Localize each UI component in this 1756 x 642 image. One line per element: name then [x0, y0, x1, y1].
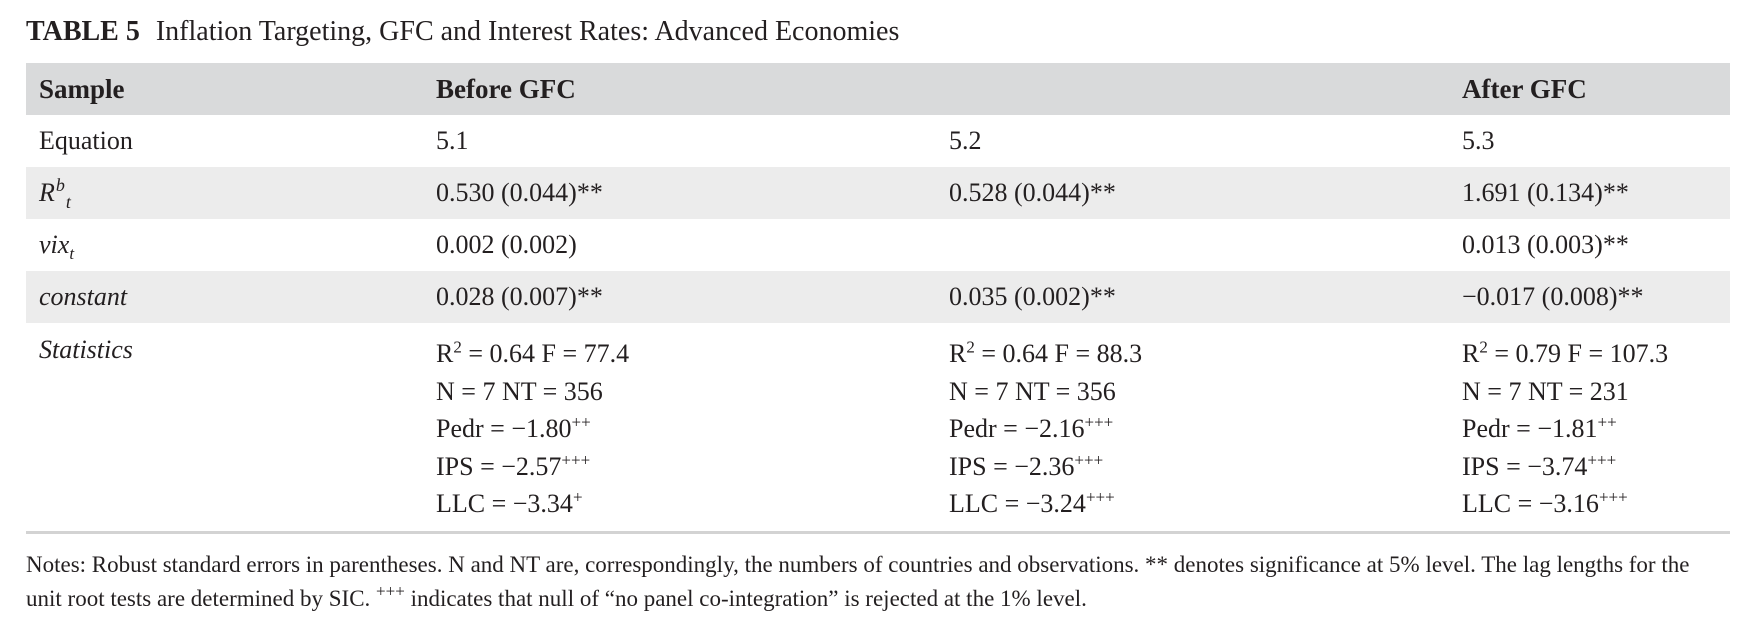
stat-llc: LLC = −3.34+ — [436, 487, 583, 518]
rb-subscript: t — [65, 192, 71, 212]
rb-superscript: b — [55, 175, 65, 195]
cell-equation-5-1: 5.1 — [436, 126, 469, 155]
row-label-statistics: Statistics — [26, 323, 423, 534]
stat-pedr: Pedr = −2.16+++ — [949, 412, 1114, 443]
header-after-gfc: After GFC — [1449, 63, 1730, 115]
cell-statistics-5-2: R2 = 0.64 F = 88.3 N = 7 NT = 356 Pedr =… — [936, 323, 1449, 534]
stat-ips: IPS = −3.74+++ — [1462, 450, 1617, 481]
cell-statistics-5-1: R2 = 0.64 F = 77.4 N = 7 NT = 356 Pedr =… — [423, 323, 936, 534]
cell-equation-5-2: 5.2 — [949, 126, 982, 155]
stat-pedr: Pedr = −1.80++ — [436, 412, 591, 443]
stat-n-nt: N = 7 NT = 231 — [1462, 376, 1629, 406]
row-constant: constant 0.028 (0.007)** 0.035 (0.002)**… — [26, 271, 1730, 323]
table-number: TABLE 5 — [26, 16, 140, 47]
row-vix: vixt 0.002 (0.002) 0.013 (0.003)** — [26, 219, 1730, 271]
vix-base: vix — [39, 230, 70, 259]
notes-superscript: +++ — [376, 581, 405, 601]
row-rb: Rbt 0.530 (0.044)** 0.528 (0.044)** 1.69… — [26, 167, 1730, 219]
stat-n-nt: N = 7 NT = 356 — [436, 376, 603, 406]
row-label-rb: Rbt — [26, 167, 423, 219]
cell-constant-5-3: −0.017 (0.008)** — [1449, 271, 1730, 323]
cell-vix-5-3: 0.013 (0.003)** — [1462, 230, 1629, 259]
header-row: Sample Before GFC After GFC — [26, 63, 1730, 115]
cell-rb-5-2: 0.528 (0.044)** — [936, 167, 1449, 219]
row-statistics: Statistics R2 = 0.64 F = 77.4 N = 7 NT =… — [26, 323, 1730, 534]
cell-statistics-5-3: R2 = 0.79 F = 107.3 N = 7 NT = 231 Pedr … — [1449, 323, 1730, 534]
vix-subscript: t — [69, 243, 75, 263]
table-caption: TABLE 5 Inflation Targeting, GFC and Inte… — [26, 14, 899, 50]
stat-ips: IPS = −2.57+++ — [436, 450, 591, 481]
cell-rb-5-1: 0.530 (0.044)** — [423, 167, 936, 219]
header-sample: Sample — [26, 63, 423, 115]
rb-base: R — [39, 178, 55, 207]
stat-llc: LLC = −3.16+++ — [1462, 487, 1628, 518]
cell-constant-5-1: 0.028 (0.007)** — [423, 271, 936, 323]
stat-r2-f: R2 = 0.64 F = 88.3 — [949, 337, 1143, 368]
header-blank — [936, 63, 1449, 115]
cell-rb-5-3: 1.691 (0.134)** — [1449, 167, 1730, 219]
header-before-gfc: Before GFC — [423, 63, 936, 115]
stat-n-nt: N = 7 NT = 356 — [949, 376, 1116, 406]
cell-constant-5-2: 0.035 (0.002)** — [936, 271, 1449, 323]
stat-llc: LLC = −3.24+++ — [949, 487, 1115, 518]
table-title: Inflation Targeting, GFC and Interest Ra… — [155, 16, 900, 47]
cell-vix-5-2 — [936, 219, 1449, 271]
row-label-equation: Equation — [39, 126, 133, 155]
stat-r2-f: R2 = 0.79 F = 107.3 — [1462, 337, 1669, 368]
table-notes: Notes: Robust standard errors in parenth… — [26, 552, 1690, 611]
cell-vix-5-1: 0.002 (0.002) — [436, 230, 577, 259]
results-table: Sample Before GFC After GFC Equation 5.1… — [26, 63, 1730, 534]
stat-ips: IPS = −2.36+++ — [949, 450, 1104, 481]
stat-pedr: Pedr = −1.81++ — [1462, 412, 1617, 443]
row-equation: Equation 5.1 5.2 5.3 — [26, 115, 1730, 167]
row-label-constant: constant — [26, 271, 423, 323]
stat-r2-f: R2 = 0.64 F = 77.4 — [436, 337, 630, 368]
row-label-vix: vixt — [26, 219, 423, 271]
cell-equation-5-3: 5.3 — [1462, 126, 1495, 155]
